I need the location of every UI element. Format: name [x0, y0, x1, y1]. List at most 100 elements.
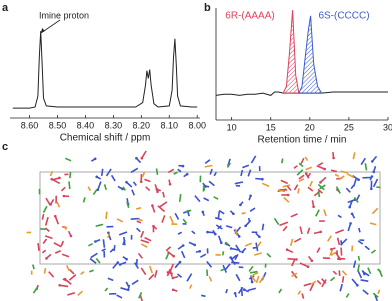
x-tick-label: 8.20 — [133, 120, 151, 130]
bond — [80, 271, 85, 276]
bond — [299, 226, 303, 235]
bond — [278, 288, 283, 294]
bond — [336, 237, 341, 246]
bond — [103, 184, 107, 191]
bond — [293, 165, 298, 169]
bond — [298, 162, 304, 168]
bond — [204, 159, 211, 165]
bond — [208, 276, 213, 282]
bond — [97, 181, 102, 191]
bond — [137, 252, 143, 259]
x-tick-label: 8.50 — [49, 120, 67, 130]
bond — [64, 157, 72, 162]
bond — [335, 186, 341, 194]
bond — [225, 225, 233, 229]
bond — [43, 267, 47, 274]
bond — [291, 259, 296, 267]
bond — [213, 196, 219, 200]
atom — [372, 170, 376, 174]
bond — [299, 262, 309, 268]
bond — [56, 201, 61, 208]
bond — [68, 274, 77, 281]
bond — [301, 293, 305, 299]
atom — [337, 257, 340, 261]
atom — [172, 254, 175, 258]
bond — [59, 284, 69, 288]
bond — [116, 218, 124, 223]
bond — [68, 181, 71, 190]
bond — [135, 207, 142, 210]
atom — [310, 259, 314, 263]
bond — [376, 186, 381, 189]
x-axis-label: Chemical shift / ppm — [60, 133, 151, 144]
bond — [341, 270, 348, 276]
atom — [304, 172, 308, 175]
bond — [165, 246, 172, 252]
bond — [42, 238, 48, 245]
bond — [234, 181, 244, 185]
bond — [40, 228, 46, 231]
bond — [166, 250, 175, 257]
atom — [349, 222, 352, 225]
bond — [89, 257, 97, 264]
bond — [261, 182, 270, 188]
bond — [37, 243, 40, 251]
bond — [89, 269, 94, 273]
bond — [101, 248, 106, 252]
trace — [12, 31, 198, 109]
bond — [131, 189, 136, 196]
bond — [249, 207, 256, 212]
bond — [319, 184, 326, 190]
bond — [162, 191, 165, 198]
bond — [287, 257, 297, 261]
bond — [44, 227, 50, 233]
bond — [157, 205, 166, 213]
bond — [249, 270, 258, 274]
bond — [173, 171, 178, 175]
atom — [295, 258, 298, 261]
atom — [69, 234, 73, 238]
bond — [370, 249, 377, 254]
atom — [258, 235, 261, 239]
bond — [352, 260, 357, 269]
bond — [131, 279, 139, 285]
bond — [346, 173, 355, 179]
atom — [125, 180, 128, 184]
bond — [329, 249, 334, 256]
bond — [64, 278, 72, 285]
bond — [220, 268, 225, 272]
bond — [258, 275, 265, 284]
bond — [62, 225, 68, 230]
bond — [297, 188, 300, 194]
bond — [241, 212, 246, 215]
bond — [90, 252, 98, 259]
bond — [138, 291, 143, 299]
bond — [105, 211, 108, 220]
atom — [95, 175, 98, 179]
bond — [248, 265, 254, 272]
bond — [293, 184, 299, 191]
bond — [360, 157, 366, 166]
atom — [201, 210, 205, 214]
bond — [367, 267, 372, 275]
bond — [345, 187, 351, 193]
bond — [286, 185, 292, 191]
bond — [282, 184, 291, 188]
bond — [352, 152, 356, 160]
bond — [300, 157, 305, 165]
bond — [201, 294, 206, 298]
bond — [335, 229, 344, 234]
bond — [340, 170, 349, 174]
bond — [125, 281, 130, 287]
bond — [247, 217, 251, 223]
bond — [135, 259, 138, 266]
bond — [148, 273, 155, 281]
atom — [229, 247, 233, 250]
bond — [41, 249, 47, 254]
atom — [242, 288, 246, 291]
atom — [193, 243, 196, 247]
bond — [215, 224, 223, 230]
x-tick-label: 8.30 — [105, 120, 123, 130]
bond — [309, 180, 314, 187]
bond — [244, 242, 253, 247]
